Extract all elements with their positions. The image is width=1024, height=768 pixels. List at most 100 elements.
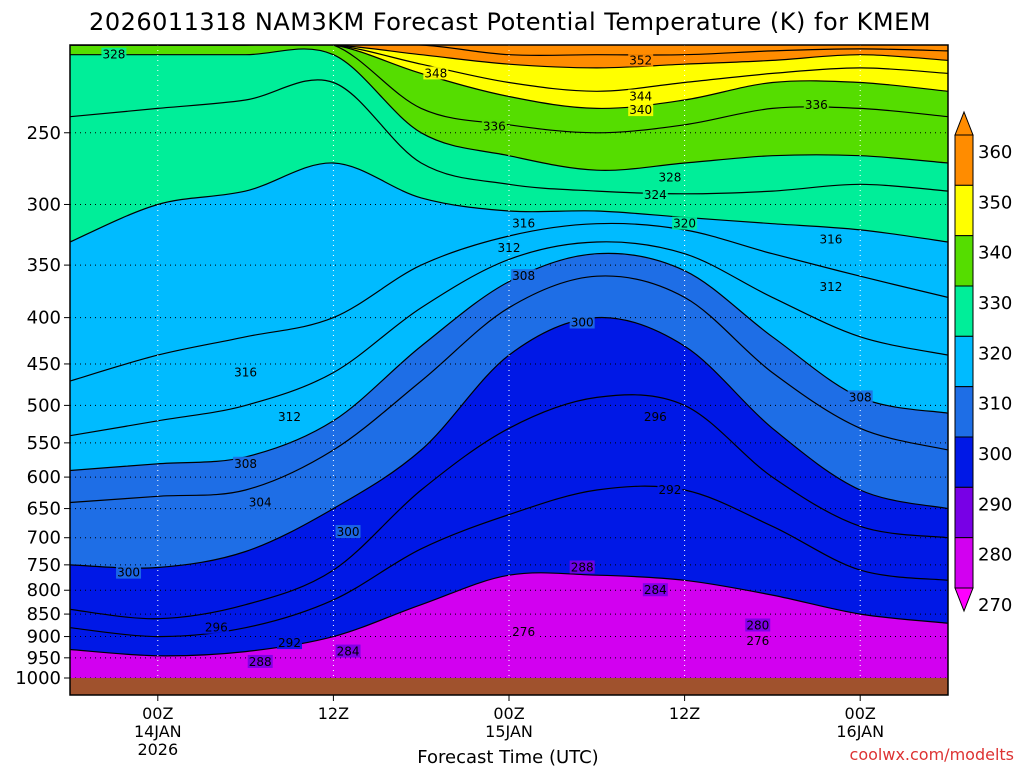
y-tick-label: 450 [27,354,61,375]
colorbar-label: 330 [978,293,1012,314]
svg-text:300: 300 [337,525,360,539]
contour-label: 288 [569,560,595,574]
credit-link[interactable]: coolwx.com/modelts [850,745,1014,764]
isentrope-340 [70,45,948,110]
contour-label: 328 [101,47,127,62]
contour-label: 320 [672,216,698,231]
svg-text:328: 328 [659,170,682,184]
y-tick-label: 1000 [15,668,61,689]
svg-text:296: 296 [644,410,667,424]
svg-text:316: 316 [819,233,842,247]
svg-text:348: 348 [424,66,447,80]
svg-text:308: 308 [849,390,872,404]
svg-text:292: 292 [278,636,301,650]
contour-label: 316 [818,232,844,247]
svg-text:324: 324 [644,188,667,202]
svg-text:340: 340 [629,103,652,117]
contour-label: 328 [657,170,683,184]
contour-label: 276 [511,625,537,639]
isentrope-304 [70,275,948,504]
colorbar-label: 280 [978,545,1012,566]
y-tick-label: 550 [27,433,61,454]
colorbar-swatch [954,537,974,589]
svg-text:336: 336 [805,98,828,112]
svg-text:320: 320 [673,217,696,231]
contour-label: 312 [818,279,844,294]
svg-text:296: 296 [205,621,228,635]
svg-text:312: 312 [278,410,301,424]
isentrope-316 [70,222,948,382]
contour-label: 324 [642,188,668,202]
y-tick-label: 800 [27,580,61,601]
colorbar: 360 350 340 330 320 310 300 290 280 270 [954,110,1012,616]
contour-label: 280 [745,618,771,632]
x-axis-title: Forecast Time (UTC) [417,747,598,768]
svg-text:308: 308 [512,269,535,283]
svg-text:288: 288 [249,655,272,669]
contour-label: 348 [423,66,449,80]
colorbar-label: 300 [978,444,1012,465]
isentrope-336 [70,45,948,134]
contour-label: 308 [847,390,873,404]
y-tick-label: 700 [27,528,61,549]
colorbar-swatch [954,184,974,237]
svg-text:288: 288 [571,560,594,574]
svg-text:316: 316 [234,366,257,380]
colorbar-label: 340 [978,243,1012,264]
colorbar-label: 360 [978,142,1012,163]
contour-label: 284 [335,644,361,659]
colorbar-swatch [954,335,974,388]
isentrope-308 [70,252,948,472]
isentrope-352 [70,45,948,57]
contour-label: 296 [642,410,668,424]
svg-text:300: 300 [117,566,140,580]
svg-text:336: 336 [483,119,506,133]
svg-text:280: 280 [746,618,769,632]
colorbar-swatch [954,134,974,186]
svg-text:308: 308 [234,457,257,471]
svg-text:312: 312 [498,241,521,255]
y-tick-label: 250 [27,123,61,144]
ground-band [70,678,948,695]
colorbar-arrow-bottom [954,587,974,613]
contour-label: 292 [657,482,683,497]
y-tick-label: 750 [27,555,61,576]
contour-label: 304 [247,495,273,509]
contour-label: 284 [642,583,668,597]
y-tick-label: 300 [27,194,61,215]
y-axis: 2503003504004505005506006507007508008509… [15,123,70,689]
isentrope-296 [70,394,948,620]
svg-text:276: 276 [746,634,769,648]
svg-text:312: 312 [819,280,842,294]
x-axis: 00Z 14JAN 2026 12Z 00Z 15JAN 12Z 00Z 16JAN [134,695,884,759]
contour-label: 352 [628,53,654,67]
colorbar-label: 320 [978,343,1012,364]
contour-label: 336 [481,119,507,133]
contour-label: 312 [496,240,522,255]
y-tick-label: 500 [27,395,61,416]
contour-label: 316 [233,365,259,380]
contour-label: 336 [803,98,829,112]
svg-text:284: 284 [337,645,360,659]
svg-text:276: 276 [512,625,535,639]
y-tick-label: 400 [27,308,61,329]
svg-text:328: 328 [102,48,125,62]
contour-label: 300 [116,565,142,580]
x-tick-label: 00Z 15JAN [485,704,533,741]
y-tick-label: 900 [27,627,61,648]
contour-label: 340 [628,103,654,117]
y-tick-label: 950 [27,648,61,669]
contour-label: 288 [247,654,273,669]
x-tick-label: 12Z [669,704,700,723]
svg-text:344: 344 [629,90,652,104]
contour-label: 300 [569,315,595,330]
colorbar-label: 270 [978,595,1012,616]
x-tick-label: 00Z 14JAN 2026 [134,704,182,759]
colorbar-swatch [954,285,974,337]
colorbar-swatch [954,486,974,539]
svg-text:352: 352 [629,53,652,67]
isentrope-324 [70,79,948,195]
chart-title: 2026011318 NAM3KM Forecast Potential Tem… [89,8,931,36]
colorbar-swatch [954,235,974,287]
